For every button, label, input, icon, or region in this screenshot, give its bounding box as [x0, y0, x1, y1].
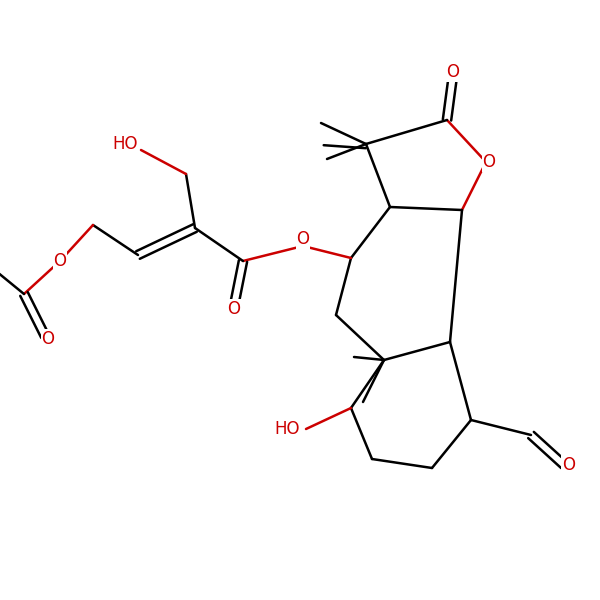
Text: O: O	[562, 456, 575, 474]
Text: HO: HO	[275, 420, 300, 438]
Text: O: O	[446, 63, 460, 81]
Text: HO: HO	[113, 135, 138, 153]
Text: O: O	[41, 330, 55, 348]
Text: O: O	[482, 153, 496, 171]
Text: O: O	[53, 252, 67, 270]
Text: O: O	[296, 230, 310, 248]
Text: O: O	[227, 300, 241, 318]
